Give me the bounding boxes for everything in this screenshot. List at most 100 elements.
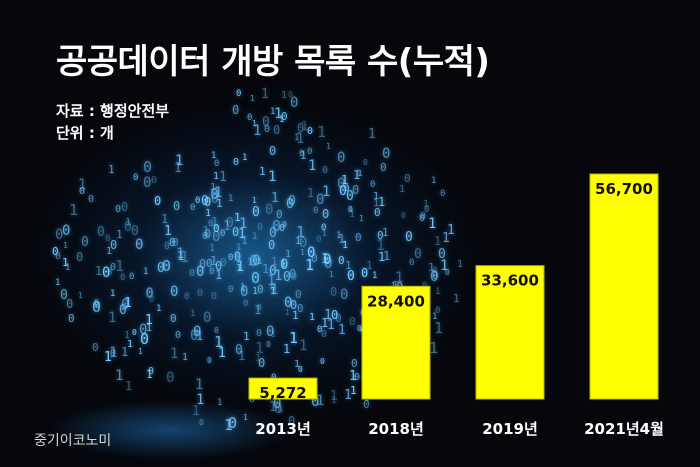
binary-digit: 1 xyxy=(268,169,277,185)
x-tick-label: 2021년4월 xyxy=(584,420,664,438)
binary-digit: 0 xyxy=(382,146,391,162)
binary-digit: 0 xyxy=(274,401,283,417)
binary-digit: 1 xyxy=(78,291,83,300)
binary-digit: 1 xyxy=(164,224,172,239)
binary-digit: 1 xyxy=(382,226,389,239)
binary-digit: 1 xyxy=(180,248,190,266)
binary-digit: 0 xyxy=(335,312,342,325)
binary-digit: 1 xyxy=(383,249,391,263)
binary-digit: 1 xyxy=(296,223,306,241)
binary-digit: 0 xyxy=(173,199,181,213)
binary-digit: 0 xyxy=(252,253,261,269)
binary-digit: 1 xyxy=(296,131,305,147)
bar-value-labels: 5,272 28,400 33,600 56,700 xyxy=(259,180,653,402)
binary-digit: 0 xyxy=(236,89,242,99)
binary-digit: 0 xyxy=(143,175,152,191)
binary-digit: 0 xyxy=(115,204,122,215)
binary-digit: 0 xyxy=(146,286,154,300)
binary-digit: 1 xyxy=(395,270,404,286)
binary-digit: 0 xyxy=(220,229,226,239)
binary-digit: 0 xyxy=(266,340,271,349)
binary-digit: 1 xyxy=(214,185,223,201)
bar-value-label: 28,400 xyxy=(367,292,425,310)
binary-digit: 1 xyxy=(236,259,245,275)
binary-digit: 0 xyxy=(62,223,71,239)
binary-digit: 1 xyxy=(399,184,406,195)
binary-digit: 0 xyxy=(352,183,360,197)
binary-digit: 1 xyxy=(326,142,331,151)
binary-digit: 1 xyxy=(255,339,265,357)
binary-digit: 1 xyxy=(428,261,435,274)
binary-digit: 0 xyxy=(213,222,220,235)
binary-digit: 0 xyxy=(102,265,111,281)
binary-digit: 1 xyxy=(434,319,444,337)
binary-digit: 1 xyxy=(356,169,362,179)
binary-digit: 0 xyxy=(316,192,325,208)
binary-digit: 0 xyxy=(214,159,220,169)
x-axis-tick-labels: 2013년 2018년 2019년 2021년4월 xyxy=(255,420,664,438)
binary-digit: 1 xyxy=(124,330,131,341)
binary-digit: 0 xyxy=(124,220,132,235)
binary-digit: 0 xyxy=(262,115,270,130)
binary-digit: 1 xyxy=(289,329,299,347)
binary-digit: 0 xyxy=(211,192,219,207)
binary-digit: 0 xyxy=(401,211,406,220)
binary-digit: 0 xyxy=(132,328,137,337)
binary-digit: 1 xyxy=(393,280,398,289)
binary-digit: 0 xyxy=(258,356,266,370)
binary-digit: 0 xyxy=(424,205,430,215)
binary-digit: 1 xyxy=(299,338,308,354)
binary-digit: 0 xyxy=(110,262,117,273)
binary-digit: 0 xyxy=(79,186,86,197)
binary-digit: 0 xyxy=(374,206,381,219)
binary-digit: 0 xyxy=(166,370,175,386)
binary-digit: 1 xyxy=(317,123,327,141)
binary-digit: 1 xyxy=(373,198,380,209)
binary-digit: 1 xyxy=(161,212,169,226)
binary-digit: 1 xyxy=(270,107,276,117)
binary-digit: 0 xyxy=(92,341,99,354)
binary-digit: 0 xyxy=(354,372,361,383)
binary-digit: 1 xyxy=(358,169,363,178)
binary-digit: 1 xyxy=(261,87,269,102)
binary-digit: 1 xyxy=(250,94,255,103)
binary-digit: 0 xyxy=(121,200,129,214)
binary-digit: 0 xyxy=(208,219,214,229)
binary-digit: 0 xyxy=(363,398,370,411)
binary-digit: 0 xyxy=(214,326,219,335)
binary-digit: 0 xyxy=(52,245,59,258)
binary-digit: 1 xyxy=(121,345,129,359)
binary-digit: 1 xyxy=(125,217,132,228)
binary-digit: 1 xyxy=(344,388,352,403)
binary-digit: 1 xyxy=(176,246,185,262)
binary-digit: 1 xyxy=(378,195,386,209)
binary-digit: 1 xyxy=(170,346,179,362)
binary-digit: 0 xyxy=(347,269,355,284)
binary-digit: 0 xyxy=(94,298,99,307)
binary-digit: 1 xyxy=(391,281,396,290)
binary-digit: 1 xyxy=(215,268,223,282)
binary-digit: 0 xyxy=(280,257,289,273)
bar xyxy=(589,173,659,400)
binary-digit: 0 xyxy=(282,220,287,229)
binary-digit: 1 xyxy=(219,170,227,185)
binary-digit: 1 xyxy=(210,254,218,268)
binary-digit: 1 xyxy=(429,339,439,357)
binary-digit: 1 xyxy=(211,151,217,161)
binary-digit: 1 xyxy=(300,149,307,162)
binary-digit: 0 xyxy=(235,343,243,358)
binary-digit: 1 xyxy=(196,329,204,343)
binary-digit: 0 xyxy=(324,256,333,272)
binary-digit: 0 xyxy=(120,273,126,283)
binary-digit: 0 xyxy=(337,150,346,166)
binary-digit: 1 xyxy=(124,296,132,311)
binary-digit: 1 xyxy=(253,123,262,139)
binary-digit: 0 xyxy=(139,322,148,338)
binary-digit: 0 xyxy=(228,253,234,263)
binary-digit: 0 xyxy=(220,256,227,269)
binary-digit: 1 xyxy=(243,413,248,422)
binary-digit: 0 xyxy=(355,231,362,244)
binary-digit: 0 xyxy=(432,269,439,282)
binary-digit: 0 xyxy=(273,396,282,412)
binary-digit: 1 xyxy=(281,90,288,101)
